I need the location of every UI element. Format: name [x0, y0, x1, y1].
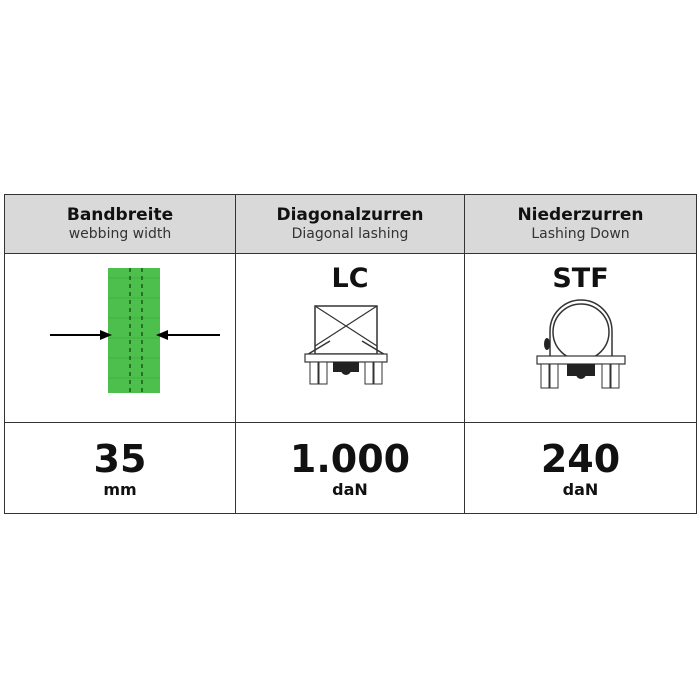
header-subtitle: Lashing Down: [531, 226, 630, 242]
diagonal-lashing-cell: LC: [235, 253, 465, 423]
lc-label: LC: [331, 263, 369, 294]
header-title: Diagonalzurren: [276, 205, 424, 225]
value: 240: [540, 437, 621, 481]
stf-value-cell: 240 daN: [464, 422, 697, 514]
header-niederzurren: Niederzurren Lashing Down: [464, 194, 697, 254]
header-subtitle: webbing width: [68, 226, 172, 242]
icon-row: LC STF: [4, 253, 697, 423]
diagonal-lashing-icon: [304, 305, 388, 385]
webbing-cell: [4, 253, 236, 423]
header-diagonalzurren: Diagonalzurren Diagonal lashing: [235, 194, 465, 254]
lashing-down-cell: STF: [464, 253, 697, 423]
lashing-down-icon: [535, 299, 626, 389]
header-bandbreite: Bandbreite webbing width: [4, 194, 236, 254]
header-subtitle: Diagonal lashing: [291, 226, 409, 242]
spec-table: Bandbreite webbing width Diagonalzurren Di…: [4, 194, 697, 514]
value: 35: [93, 437, 147, 481]
stf-label: STF: [552, 263, 609, 294]
unit: daN: [332, 480, 368, 499]
header-row: Bandbreite webbing width Diagonalzurren Di…: [4, 194, 697, 254]
header-title: Niederzurren: [517, 205, 644, 225]
unit: daN: [562, 480, 599, 499]
width-value-cell: 35 mm: [4, 422, 236, 514]
webbing-width-icon: [50, 268, 220, 393]
value: 1.000: [289, 437, 411, 481]
lc-value-cell: 1.000 daN: [235, 422, 465, 514]
header-title: Bandbreite: [66, 205, 174, 225]
unit: mm: [103, 480, 137, 499]
value-row: 35 mm 1.000 daN 240 daN: [4, 422, 697, 514]
